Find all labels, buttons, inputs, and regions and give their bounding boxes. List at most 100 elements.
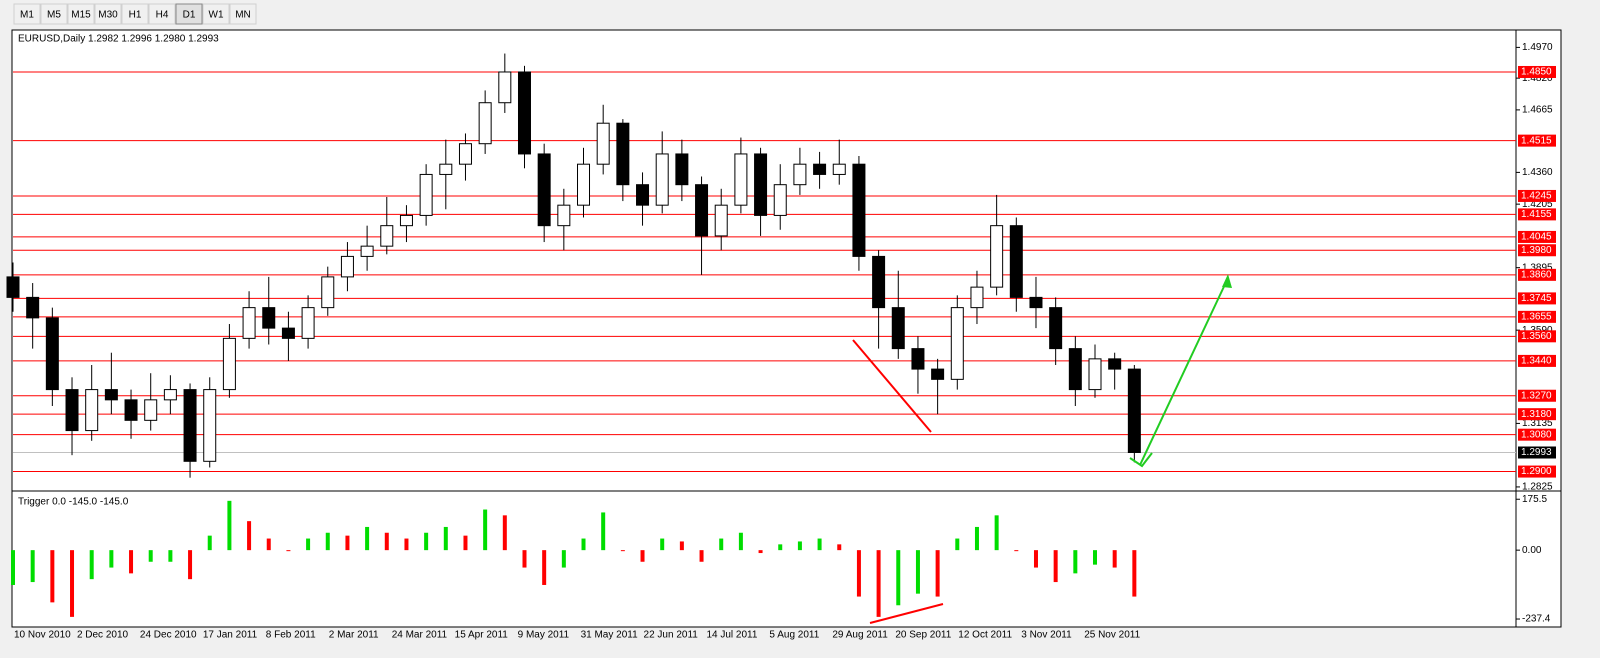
level-label: 1.3980 [1521,245,1552,256]
candle-body [734,153,748,206]
histogram-bar [620,550,625,552]
histogram-bar [561,550,566,568]
y-tick-label: 1.4665 [1522,105,1553,116]
histogram-bar [935,550,940,597]
timeframe-button[interactable] [229,3,257,25]
level-tag [1518,208,1556,221]
chart-title: EURUSD,Daily 1.2982 1.2996 1.2980 1.2993 [18,34,219,45]
timeframe-label[interactable]: W1 [209,10,224,21]
histogram-bar [817,538,822,551]
candle-body [242,307,256,339]
candle-body [970,286,984,309]
candle-body [832,163,846,175]
trendline [852,339,932,433]
x-tick-label: 25 Nov 2011 [1084,630,1140,641]
histogram-bar [1053,550,1058,583]
arrow-head [1222,274,1232,288]
timeframe-button[interactable] [67,3,95,25]
level-label: 1.3270 [1521,390,1552,401]
histogram-bar [89,550,94,580]
timeframe-label[interactable]: H1 [129,10,142,21]
histogram-bar [325,532,330,551]
histogram-bar [719,538,724,551]
candle-body [478,102,492,145]
histogram-bar [424,532,429,551]
x-tick-label: 3 Nov 2011 [1021,630,1072,641]
level-label: 1.4045 [1521,232,1552,243]
candle-body [695,184,709,237]
x-tick-label: 14 Jul 2011 [706,630,757,641]
timeframe-button[interactable] [148,3,176,25]
candle-body [1009,225,1023,298]
trend-arrow [1139,277,1229,466]
histogram-bar [955,538,960,551]
level-label: 1.3745 [1521,293,1552,304]
timeframe-button[interactable] [13,3,41,25]
candle-body [813,163,827,175]
histogram-bar [168,550,173,562]
level-tag [1518,389,1556,402]
histogram-bar [188,550,193,580]
candle-body [1029,296,1043,309]
level-tag [1518,230,1556,243]
timeframe-label[interactable]: M5 [47,10,61,21]
candle-body [911,348,925,370]
histogram-bar [306,538,311,551]
timeframe-button[interactable] [40,3,68,25]
level-tag [1518,428,1556,441]
x-tick-label: 8 Feb 2011 [266,630,316,641]
candle-body [655,153,669,206]
histogram-bar [463,535,468,551]
trend-arrow [1129,452,1153,468]
level-tag [1518,65,1556,78]
histogram-bar [522,550,527,568]
timeframe-button[interactable] [94,3,122,25]
x-tick-label: 2 Dec 2010 [77,630,129,641]
candle-body [321,276,335,309]
timeframe-label[interactable]: MN [235,10,251,21]
histogram-bar [1014,550,1019,552]
timeframe-label[interactable]: D1 [183,10,196,21]
x-tick-label: 24 Mar 2011 [392,630,448,641]
candle-body [517,71,531,155]
y-tick-label: 1.4820 [1522,73,1553,84]
candle-body [852,163,866,257]
timeframe-button[interactable] [202,3,230,25]
candle-body [773,184,787,216]
timeframe-label[interactable]: M1 [20,10,34,21]
histogram-bar [738,532,743,551]
candle-body [891,307,905,350]
histogram-bar [365,526,370,551]
x-tick-label: 17 Jan 2011 [203,630,258,641]
candle-body [222,337,236,391]
timeframe-label[interactable]: H4 [156,10,169,21]
timeframe-label[interactable]: M15 [71,10,91,21]
histogram-bar [443,526,448,551]
histogram-bar [837,544,842,551]
histogram-bar [679,541,684,551]
candle-body [183,389,197,462]
histogram-bar [699,550,704,562]
x-tick-label: 12 Oct 2011 [958,630,1012,641]
timeframe-button[interactable] [175,3,203,25]
timeframe-button[interactable] [121,3,149,25]
level-label: 1.4515 [1521,135,1552,146]
indicator-trendline [869,603,944,624]
level-tag [1518,292,1556,305]
level-label: 1.3655 [1521,311,1552,322]
level-label: 1.2900 [1521,466,1552,477]
y-tick-label: 1.4970 [1522,42,1553,53]
histogram-bar [207,535,212,551]
level-label: 1.3860 [1521,269,1552,280]
histogram-bar [1073,550,1078,574]
level-label: 1.3440 [1521,356,1552,367]
histogram-bar [660,538,665,551]
level-tag [1518,465,1556,478]
candle-body [577,163,591,206]
timeframe-label[interactable]: M30 [98,10,118,21]
histogram-bar [581,538,586,551]
candle-body [340,255,354,278]
candle-body [360,245,374,257]
level-tag [1518,268,1556,281]
